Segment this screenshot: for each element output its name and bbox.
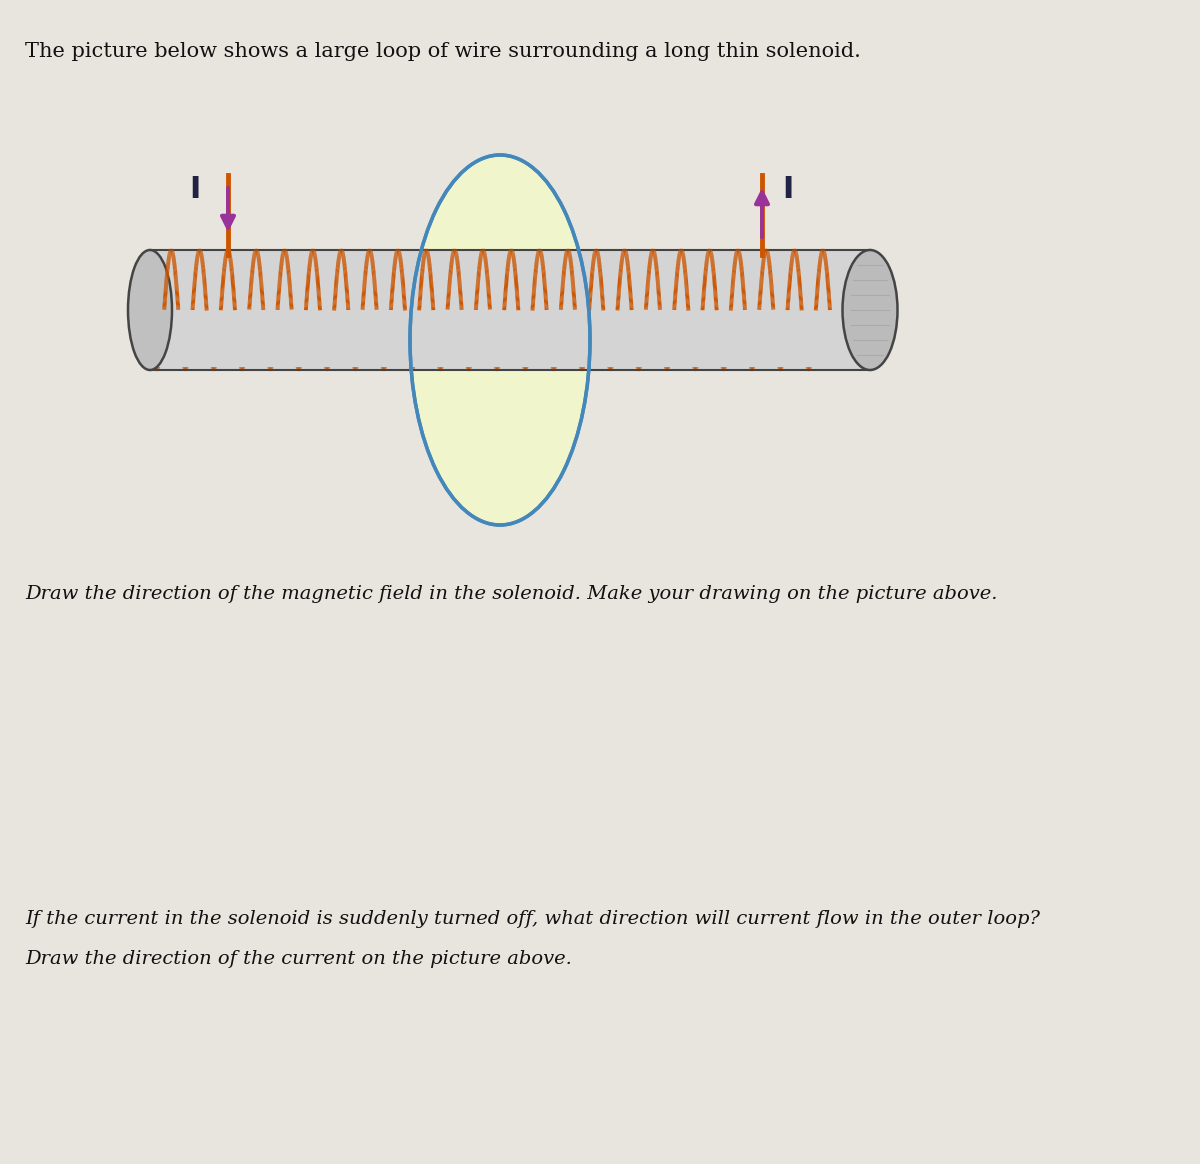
Polygon shape <box>150 250 870 370</box>
Text: I: I <box>782 175 793 204</box>
Text: I: I <box>190 175 200 204</box>
Ellipse shape <box>128 250 172 370</box>
Text: Draw the direction of the current on the picture above.: Draw the direction of the current on the… <box>25 950 572 968</box>
Text: The picture below shows a large loop of wire surrounding a long thin solenoid.: The picture below shows a large loop of … <box>25 42 860 61</box>
Ellipse shape <box>410 155 590 525</box>
Polygon shape <box>155 253 865 367</box>
Ellipse shape <box>842 250 898 370</box>
Text: Draw the direction of the magnetic field in the solenoid. Make your drawing on t: Draw the direction of the magnetic field… <box>25 585 997 603</box>
Text: If the current in the solenoid is suddenly turned off, what direction will curre: If the current in the solenoid is sudden… <box>25 910 1040 928</box>
